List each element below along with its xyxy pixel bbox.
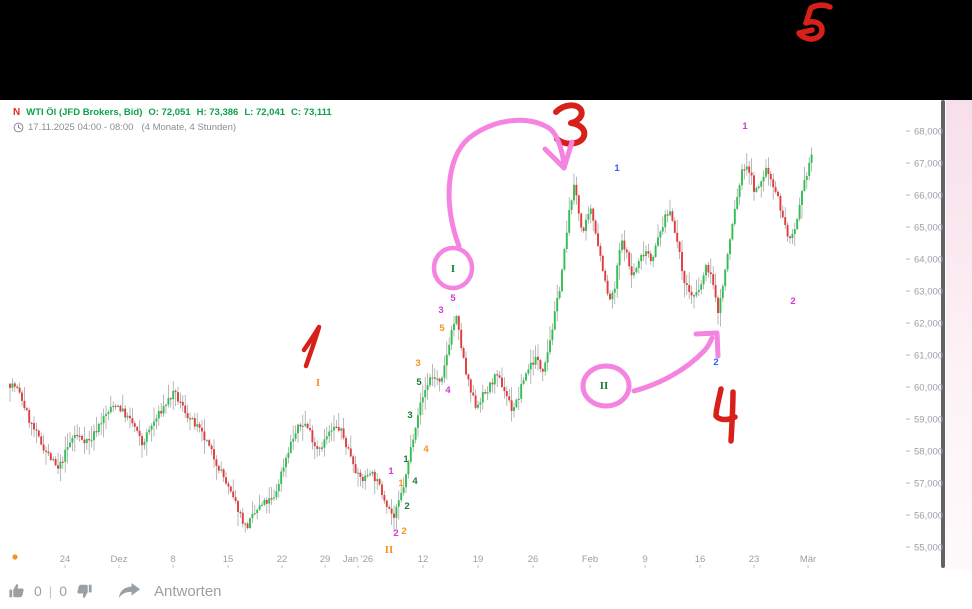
time-axis-label[interactable]: 26 bbox=[528, 554, 539, 565]
vertical-scrollbar[interactable] bbox=[941, 100, 945, 568]
wave-anchor-dot bbox=[12, 554, 18, 560]
price-axis-label[interactable]: 68,000 bbox=[914, 127, 943, 138]
price-axis-label[interactable]: 57,000 bbox=[914, 479, 943, 490]
count-separator: | bbox=[48, 583, 53, 599]
high-value: H: 73,386 bbox=[196, 107, 239, 118]
wave-label-green-II: II bbox=[600, 382, 608, 392]
price-axis-label[interactable]: 62,000 bbox=[914, 319, 943, 330]
low-value: L: 72,041 bbox=[244, 107, 286, 118]
visible-range: (4 Monate, 4 Stunden) bbox=[141, 122, 237, 133]
wave-label-green-5: 5 bbox=[416, 377, 422, 388]
drawn-number-3 bbox=[553, 102, 588, 147]
time-axis-label[interactable]: 16 bbox=[695, 554, 706, 565]
wave-label-orange-3: 3 bbox=[415, 358, 420, 369]
wave-label-green-2: 2 bbox=[404, 501, 409, 512]
wave-label-orange-2: 2 bbox=[401, 526, 406, 537]
wave-label-orange-II: II bbox=[385, 546, 393, 556]
thumbs-up-button[interactable] bbox=[8, 582, 27, 600]
price-axis-label[interactable]: 59,000 bbox=[914, 415, 943, 426]
chart-legend: N WTI Öl (JFD Brokers, Bid) O: 72,051 H: 73… bbox=[13, 105, 338, 135]
time-axis-label[interactable]: 22 bbox=[277, 554, 288, 565]
wave-label-blue-1: 1 bbox=[614, 163, 620, 174]
time-axis-label[interactable]: 23 bbox=[749, 554, 760, 565]
symbol-name: WTI Öl (JFD Brokers, Bid) bbox=[26, 107, 143, 118]
right-margin-strip bbox=[946, 100, 972, 570]
wave-label-orange-I: I bbox=[316, 379, 320, 389]
wave-label-magenta-1: 1 bbox=[388, 466, 394, 477]
time-axis-label[interactable]: 15 bbox=[223, 554, 234, 565]
thumbs-down-icon bbox=[77, 584, 92, 598]
pink-circle-II bbox=[580, 363, 632, 409]
wave-label-green-1: 1 bbox=[403, 454, 409, 465]
time-axis-label[interactable]: Dez bbox=[111, 554, 128, 565]
price-axis-label[interactable]: 67,000 bbox=[914, 159, 943, 170]
price-axis-label[interactable]: 56,000 bbox=[914, 511, 943, 522]
price-axis-label[interactable]: 65,000 bbox=[914, 223, 943, 234]
wave-label-blue-2: 2 bbox=[713, 357, 718, 368]
price-axis-label[interactable]: 60,000 bbox=[914, 383, 943, 394]
price-axis-label[interactable]: 63,000 bbox=[914, 287, 943, 298]
wave-label-green-I: I bbox=[451, 265, 455, 275]
pink-circle-I bbox=[431, 245, 475, 291]
candlestick-series bbox=[9, 147, 813, 533]
close-value: C: 73,111 bbox=[291, 107, 332, 118]
like-count: 0 bbox=[34, 583, 42, 599]
legend-line-2: 17.11.2025 04:00 - 08:00 (4 Monate, 4 St… bbox=[13, 120, 338, 135]
dislike-count: 0 bbox=[59, 583, 67, 599]
drawn-number-1 bbox=[301, 324, 322, 369]
bar-datetime: 17.11.2025 04:00 - 08:00 bbox=[28, 122, 134, 133]
wave-label-magenta-5: 5 bbox=[450, 293, 456, 304]
price-axis[interactable]: 68,000 67,000 66,000 65,000 64,000 63,000 62,0… bbox=[906, 127, 943, 554]
wave-label-orange-5: 5 bbox=[439, 323, 445, 334]
time-axis-label[interactable]: Feb bbox=[582, 554, 598, 565]
wave-label-green-4: 4 bbox=[412, 476, 418, 487]
wave-label-magenta-1: 1 bbox=[742, 121, 748, 132]
time-axis[interactable]: 24 Dez 8 15 22 29 Jan '26 12 19 26 Feb 9 16 23 Mär bbox=[12, 554, 816, 568]
pink-arrow-from-II bbox=[631, 335, 715, 394]
time-axis-label[interactable]: Jan '26 bbox=[343, 554, 373, 565]
drawn-number-5 bbox=[796, 2, 833, 42]
open-value: O: 72,051 bbox=[148, 107, 191, 118]
price-axis-label[interactable]: 58,000 bbox=[914, 447, 943, 458]
wave-label-magenta-2: 2 bbox=[790, 296, 795, 307]
wave-label-magenta-4: 4 bbox=[445, 385, 451, 396]
wave-label-magenta-3: 3 bbox=[438, 305, 443, 316]
price-axis-label[interactable]: 64,000 bbox=[914, 255, 943, 266]
time-axis-label[interactable]: 29 bbox=[320, 554, 331, 565]
legend-line-1: N WTI Öl (JFD Brokers, Bid) O: 72,051 H: 73… bbox=[13, 105, 338, 120]
time-axis-label[interactable]: 9 bbox=[642, 554, 647, 565]
price-axis-label[interactable]: 55,000 bbox=[914, 543, 943, 554]
freehand-drawings bbox=[301, 2, 833, 444]
symbol-logo-icon: N bbox=[13, 107, 21, 118]
time-axis-label[interactable]: 19 bbox=[473, 554, 484, 565]
reply-arrow-icon bbox=[118, 583, 140, 599]
price-axis-label[interactable]: 66,000 bbox=[914, 191, 943, 202]
price-axis-label[interactable]: 61,000 bbox=[914, 351, 943, 362]
drawn-number-4 bbox=[713, 386, 738, 444]
wave-label-magenta-2: 2 bbox=[393, 528, 398, 539]
pink-arrowhead-to-3 bbox=[542, 139, 575, 171]
time-axis-label[interactable]: 8 bbox=[170, 554, 175, 565]
reply-label: Antworten bbox=[153, 582, 222, 600]
time-axis-label[interactable]: Mär bbox=[800, 554, 816, 565]
time-axis-label[interactable]: 24 bbox=[60, 554, 71, 565]
wave-label-orange-4: 4 bbox=[423, 444, 429, 455]
pink-arrowhead-from-II bbox=[693, 330, 721, 359]
comment-actions-bar: 0 | 0 Antworten bbox=[8, 580, 222, 602]
wave-label-orange-1: 1 bbox=[398, 478, 404, 489]
thumbs-down-button[interactable] bbox=[74, 582, 93, 600]
pink-arrow-to-3 bbox=[446, 117, 567, 249]
time-axis-label[interactable]: 12 bbox=[418, 554, 429, 565]
reply-button[interactable]: Antworten bbox=[118, 583, 222, 600]
wave-label-green-3: 3 bbox=[407, 410, 412, 421]
thumbs-up-icon bbox=[9, 584, 24, 598]
clock-icon bbox=[13, 122, 24, 133]
